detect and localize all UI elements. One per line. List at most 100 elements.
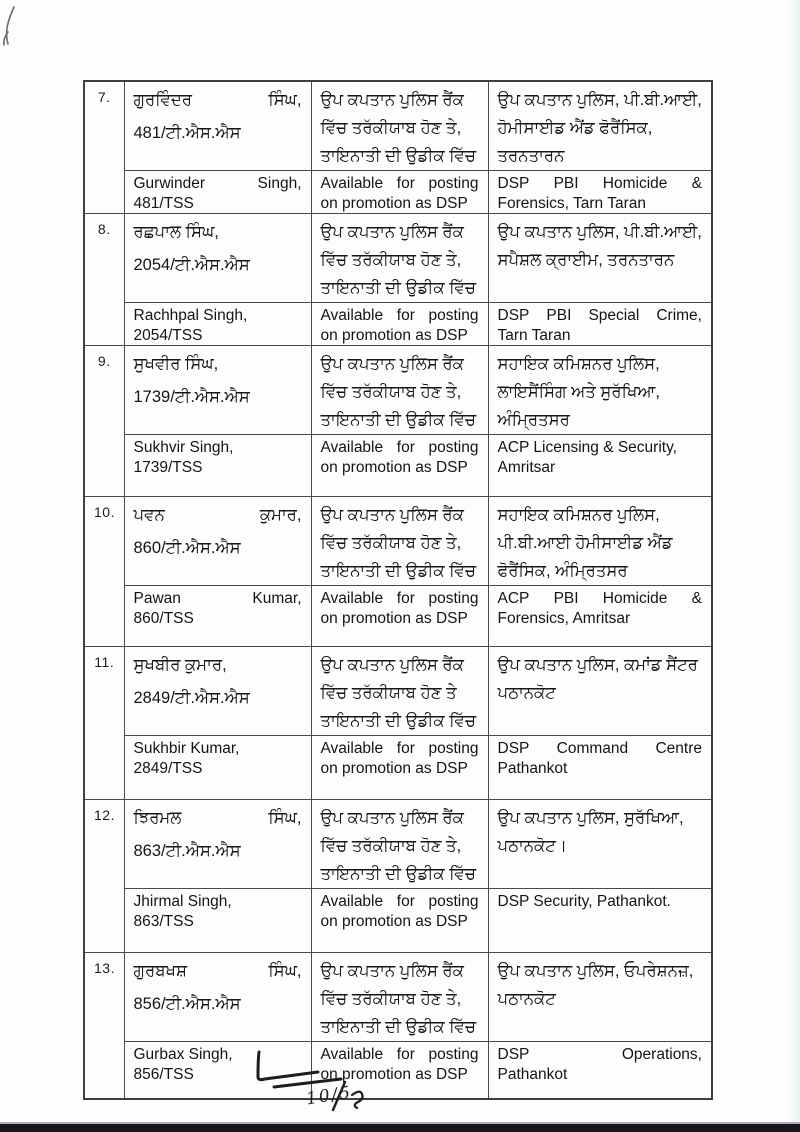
- serial-number: 9.: [97, 353, 111, 369]
- posting-text-punjabi: ਸਹਾਇਕ ਕਮਿਸ਼ਨਰ ਪੁਲਿਸ, ਪੀ.ਬੀ.ਆਈ ਹੋਮੀਸਾਈਡ ਐ…: [497, 506, 673, 580]
- name-cell-english: Jhirmal Singh, 863/TSS: [123, 888, 312, 953]
- officer-name-punjabi: ਗੁਰਵਿੰਦਰ ਸਿੰਘ,: [133, 91, 302, 109]
- posting-cell-punjabi: ਉਪ ਕਪਤਾਨ ਪੁਲਿਸ, ਓਪਰੇਸ਼ਨਜ਼, ਪਠਾਨਕੋਟ: [487, 952, 713, 1042]
- posting-line2-english: Pathankot: [497, 1065, 568, 1083]
- status-text-punjabi: ਉਪ ਕਪਤਾਨ ਪੁਲਿਸ ਰੈਂਕ ਵਿੱਚ ਤਰੱਕੀਯਾਬ ਹੋਣ ਤੇ…: [320, 355, 476, 429]
- serial-cell: 10.: [83, 496, 125, 647]
- badge-number-english: 856/TSS: [133, 1065, 194, 1083]
- table-row: Jhirmal Singh, 863/TSS Available for pos…: [84, 888, 713, 953]
- name-cell-punjabi: ਝਿਰਮਲ ਸਿੰਘ, 863/ਟੀ.ਐਸ.ਐਸ: [123, 799, 312, 889]
- officer-name-punjabi: ਸੁਖਵੀਰ ਸਿੰਘ,: [133, 355, 219, 373]
- serial-cell: 9.: [83, 345, 125, 497]
- name-cell-english: Sukhbir Kumar, 2849/TSS: [123, 735, 312, 800]
- posting-line1-english: ACP PBI Homicide &: [497, 590, 702, 607]
- table-row: 7. ਗੁਰਵਿੰਦਰ ਸਿੰਘ, 481/ਟੀ.ਐਸ.ਐਸ ਉਪ ਕਪਤਾਨ ਪ…: [83, 80, 713, 214]
- serial-cell: 7.: [83, 80, 125, 214]
- table-row: Rachhpal Singh, 2054/TSS Available for p…: [84, 302, 713, 346]
- serial-cell: 12.: [83, 799, 125, 953]
- posting-text-punjabi: ਉਪ ਕਪਤਾਨ ਪੁਲਿਸ, ਓਪਰੇਸ਼ਨਜ਼, ਪਠਾਨਕੋਟ: [497, 962, 694, 1008]
- serial-cell: 11.: [83, 646, 125, 800]
- posting-cell-punjabi: ਉਪ ਕਪਤਾਨ ਪੁਲਿਸ, ਸੁਰੱਖਿਆ, ਪਠਾਨਕੋਟ।: [487, 799, 713, 889]
- status-text-punjabi: ਉਪ ਕਪਤਾਨ ਪੁਲਿਸ ਰੈਂਕ ਵਿੱਚ ਤਰੱਕੀਯਾਬ ਹੋਣ ਤੇ…: [320, 506, 476, 580]
- posting-line1-english: ACP Licensing & Security,: [497, 439, 677, 456]
- table-row: Sukhvir Singh, 1739/TSS Available for po…: [84, 434, 713, 497]
- status-text-english: Available for posting on promotion as DS…: [320, 740, 479, 777]
- status-text-punjabi: ਉਪ ਕਪਤਾਨ ਪੁਲਿਸ ਰੈਂਕ ਵਿੱਚ ਤਰੱਕੀਯਾਬ ਹੋਣ ਤੇ…: [320, 962, 476, 1036]
- status-cell-english: Available for posting on promotion as DS…: [310, 170, 489, 214]
- officer-name-english: Gurbax Singh,: [133, 1046, 233, 1063]
- badge-number-punjabi: 2849/ਟੀ.ਐਸ.ਐਸ: [133, 689, 250, 707]
- signature-block: 10/5: [248, 1046, 398, 1126]
- officer-name-english: Gurwinder Singh,: [133, 175, 302, 192]
- signature-mark: [256, 1050, 364, 1112]
- table-row: 11. ਸੁਖਬੀਰ ਕੁਮਾਰ, 2849/ਟੀ.ਐਸ.ਐਸ ਉਪ ਕਪਤਾਨ…: [83, 646, 713, 800]
- status-text-english: Available for posting on promotion as DS…: [320, 439, 479, 476]
- officer-name-english: Sukhvir Singh,: [133, 439, 234, 456]
- badge-number-english: 860/TSS: [133, 609, 194, 627]
- status-text-english: Available for posting on promotion as DS…: [320, 893, 479, 930]
- name-cell-punjabi: ਸੁਖਬੀਰ ਕੁਮਾਰ, 2849/ਟੀ.ਐਸ.ਐਸ: [123, 646, 312, 736]
- badge-number-english: 481/TSS: [133, 194, 194, 212]
- scan-edge-band: [0, 1124, 800, 1132]
- officer-name-english: Pawan Kumar,: [133, 590, 302, 607]
- name-cell-punjabi: ਸੁਖਵੀਰ ਸਿੰਘ, 1739/ਟੀ.ਐਸ.ਐਸ: [123, 345, 312, 435]
- serial-number: 10.: [94, 504, 115, 520]
- serial-number: 8.: [97, 221, 111, 237]
- table-row: 13. ਗੁਰਬਖਸ਼ ਸਿੰਘ, 856/ਟੀ.ਐਸ.ਐਸ ਉਪ ਕਪਤਾਨ ਪ…: [83, 952, 713, 1099]
- table-row: 10. ਪਵਨ ਕੁਮਾਰ, 860/ਟੀ.ਐਸ.ਐਸ ਉਪ ਕਪਤਾਨ ਪੁਲਿ…: [83, 496, 713, 647]
- posting-line1-english: DSP Operations,: [497, 1046, 703, 1063]
- posting-text-punjabi: ਸਹਾਇਕ ਕਮਿਸ਼ਨਰ ਪੁਲਿਸ, ਲਾਇਸੈਂਸਿੰਗ ਅਤੇ ਸੁਰੱ…: [497, 355, 660, 429]
- posting-cell-english: DSP Security, Pathankot.: [487, 888, 713, 953]
- posting-line1-english: DSP PBI Special Crime,: [497, 307, 702, 324]
- posting-line2-english: Forensics, Amritsar: [497, 609, 631, 627]
- status-text-punjabi: ਉਪ ਕਪਤਾਨ ਪੁਲਿਸ ਰੈਂਕ ਵਿੱਚ ਤਰੱਕੀਯਾਬ ਹੋਣ ਤੇ…: [320, 91, 476, 165]
- posting-cell-punjabi: ਉਪ ਕਪਤਾਨ ਪੁਲਿਸ, ਪੀ.ਬੀ.ਆਈ, ਸਪੈਸ਼ਲ ਕ੍ਰਾਈਮ,…: [487, 213, 713, 303]
- name-cell-punjabi: ਰਛਪਾਲ ਸਿੰਘ, 2054/ਟੀ.ਐਸ.ਐਸ: [123, 213, 312, 303]
- name-cell-english: Pawan Kumar, 860/TSS: [123, 585, 312, 647]
- badge-number-punjabi: 863/ਟੀ.ਐਸ.ਐਸ: [133, 842, 241, 860]
- serial-cell: 13.: [83, 952, 125, 1099]
- status-cell-punjabi: ਉਪ ਕਪਤਾਨ ਪੁਲਿਸ ਰੈਂਕ ਵਿੱਚ ਤਰੱਕੀਯਾਬ ਹੋਣ ਤੇ…: [310, 213, 489, 303]
- posting-text-punjabi: ਉਪ ਕਪਤਾਨ ਪੁਲਿਸ, ਕਮਾਂਡ ਸੈਂਟਰ ਪਠਾਨਕੋਟ: [497, 656, 698, 702]
- name-cell-punjabi: ਗੁਰਬਖਸ਼ ਸਿੰਘ, 856/ਟੀ.ਐਸ.ਐਸ: [123, 952, 312, 1042]
- officer-name-punjabi: ਸੁਖਬੀਰ ਕੁਮਾਰ,: [133, 656, 227, 674]
- table-row: Gurbax Singh, 856/TSS Available for post…: [84, 1041, 713, 1099]
- table-row: 9. ਸੁਖਵੀਰ ਸਿੰਘ, 1739/ਟੀ.ਐਸ.ਐਸ ਉਪ ਕਪਤਾਨ ਪ…: [83, 345, 713, 497]
- status-cell-punjabi: ਉਪ ਕਪਤਾਨ ਪੁਲਿਸ ਰੈਂਕ ਵਿੱਚ ਤਰੱਕੀਯਾਬ ਹੋਣ ਤੇ…: [310, 345, 489, 435]
- status-text-english: Available for posting on promotion as DS…: [320, 1046, 479, 1083]
- name-cell-punjabi: ਪਵਨ ਕੁਮਾਰ, 860/ਟੀ.ਐਸ.ਐਸ: [123, 496, 312, 586]
- badge-number-punjabi: 2054/ਟੀ.ਐਸ.ਐਸ: [133, 256, 250, 274]
- serial-number: 12.: [94, 807, 115, 823]
- serial-number: 13.: [94, 960, 115, 976]
- badge-number-punjabi: 856/ਟੀ.ਐਸ.ਐਸ: [133, 995, 241, 1013]
- posting-line2-english: Forensics, Tarn Taran: [497, 194, 646, 212]
- scan-edge-line: [0, 1122, 800, 1124]
- name-cell-english: Rachhpal Singh, 2054/TSS: [123, 302, 312, 346]
- status-cell-english: Available for posting on promotion as DS…: [310, 434, 489, 497]
- posting-cell-punjabi: ਉਪ ਕਪਤਾਨ ਪੁਲਿਸ, ਕਮਾਂਡ ਸੈਂਟਰ ਪਠਾਨਕੋਟ: [487, 646, 713, 736]
- posting-cell-english: DSP PBI Homicide & Forensics, Tarn Taran: [487, 170, 713, 214]
- officer-name-punjabi: ਰਛਪਾਲ ਸਿੰਘ,: [133, 223, 219, 241]
- table-row: Gurwinder Singh, 481/TSS Available for po…: [84, 170, 713, 214]
- scan-edge-tint: [788, 0, 800, 1132]
- posting-text-punjabi: ਉਪ ਕਪਤਾਨ ਪੁਲਿਸ, ਸੁਰੱਖਿਆ, ਪਠਾਨਕੋਟ।: [497, 809, 684, 855]
- posting-cell-english: DSP Operations, Pathankot: [487, 1041, 713, 1099]
- posting-line2-english: Amritsar: [497, 458, 556, 476]
- posting-cell-english: ACP Licensing & Security, Amritsar: [487, 434, 713, 497]
- officer-name-english: Sukhbir Kumar,: [133, 740, 240, 757]
- badge-number-punjabi: 1739/ਟੀ.ਐਸ.ਐਸ: [133, 388, 250, 406]
- badge-number-english: 2849/TSS: [133, 759, 203, 777]
- badge-number-english: 1739/TSS: [133, 458, 203, 476]
- serial-number: 7.: [97, 89, 111, 105]
- posting-line2-english: Pathankot: [497, 759, 568, 777]
- badge-number-english: 2054/TSS: [133, 326, 203, 344]
- posting-cell-english: DSP PBI Special Crime, Tarn Taran: [487, 302, 713, 346]
- posting-cell-punjabi: ਉਪ ਕਪਤਾਨ ਪੁਲਿਸ, ਪੀ.ਬੀ.ਆਈ, ਹੋਮੀਸਾਈਡ ਐਂਡ ਫ…: [487, 80, 713, 171]
- officer-posting-table: 7. ਗੁਰਵਿੰਦਰ ਸਿੰਘ, 481/ਟੀ.ਐਸ.ਐਸ ਉਪ ਕਪਤਾਨ ਪ…: [83, 80, 713, 1100]
- officer-name-english: Rachhpal Singh,: [133, 307, 248, 324]
- status-cell-english: Available for posting on promotion as DS…: [310, 888, 489, 953]
- badge-number-english: 863/TSS: [133, 912, 194, 930]
- status-cell-english: Available for posting on promotion as DS…: [310, 1041, 489, 1099]
- status-cell-punjabi: ਉਪ ਕਪਤਾਨ ਪੁਲਿਸ ਰੈਂਕ ਵਿੱਚ ਤਰੱਕੀਯਾਬ ਹੋਣ ਤੇ…: [310, 646, 489, 736]
